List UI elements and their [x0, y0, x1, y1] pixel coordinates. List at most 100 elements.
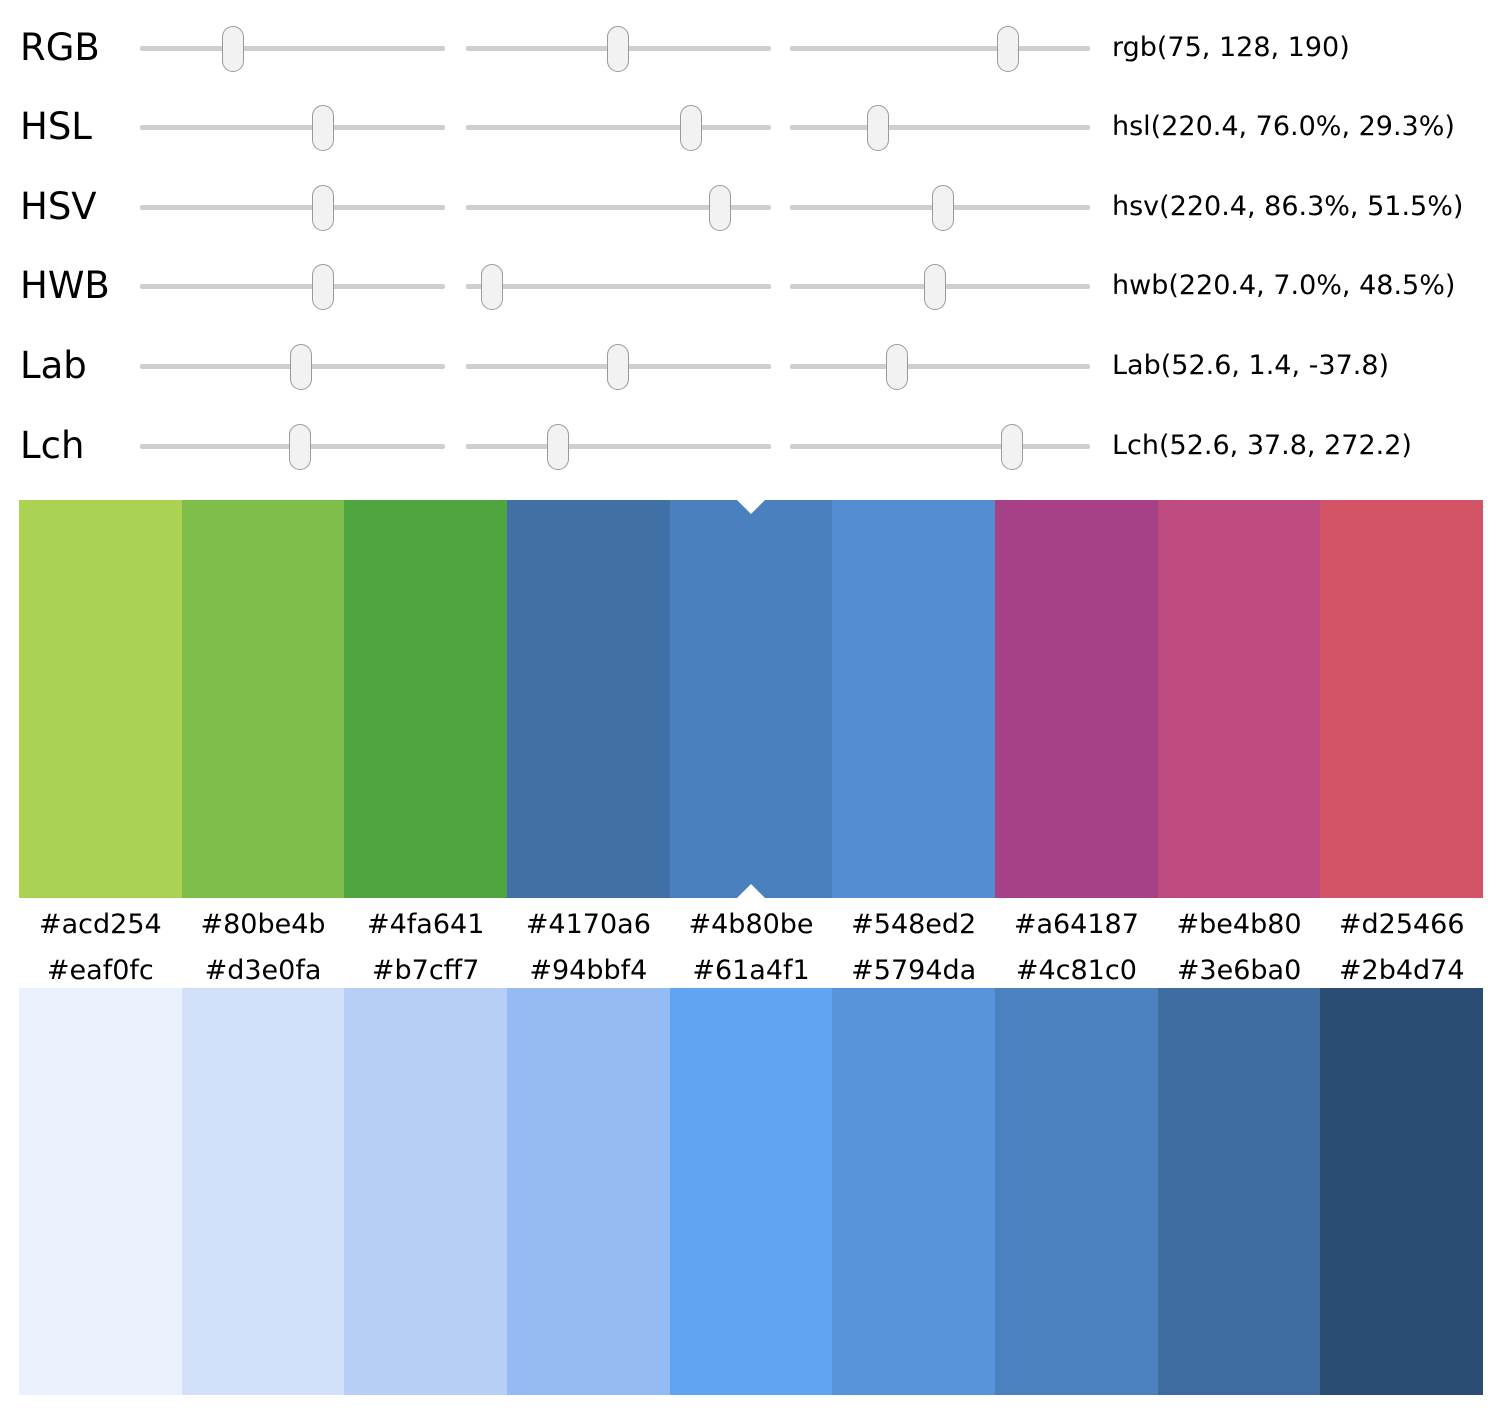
slider-track[interactable]	[140, 205, 445, 210]
slider-hsl-channel-2[interactable]	[466, 97, 771, 157]
palette-swatch[interactable]	[19, 500, 182, 898]
slider-lch-channel-2[interactable]	[466, 416, 771, 476]
slider-lab-channel-2[interactable]	[466, 336, 771, 396]
palette-swatch[interactable]	[995, 988, 1158, 1395]
hex-label: #3e6ba0	[1176, 955, 1302, 986]
palette-swatch[interactable]	[669, 500, 833, 898]
hex-label: #a64187	[1013, 909, 1139, 940]
slider-thumb[interactable]	[680, 105, 703, 151]
color-model-slider-panel: RGB rgb(75, 128, 190) HSL hsl(220.4, 76.0%,…	[0, 0, 1501, 490]
hex-labels-top: #acd254 #80be4b #4fa641 #4170a6 #4b80be #548e…	[19, 905, 1483, 945]
slider-track[interactable]	[466, 284, 771, 289]
palette-swatch[interactable]	[19, 988, 182, 1395]
palette-swatch[interactable]	[1320, 988, 1484, 1395]
selected-marker-top-icon	[737, 500, 766, 514]
selected-marker-bottom-icon	[737, 884, 766, 898]
slider-row-rgb: RGB rgb(75, 128, 190)	[0, 18, 1501, 78]
slider-thumb[interactable]	[290, 344, 313, 390]
color-value-text: hwb(220.4, 7.0%, 48.5%)	[1112, 270, 1456, 301]
slider-row-lch: Lch Lch(52.6, 37.8, 272.2)	[0, 416, 1501, 476]
slider-lch-channel-3[interactable]	[790, 416, 1090, 476]
hex-label: #5794da	[851, 955, 977, 986]
slider-track[interactable]	[790, 125, 1090, 130]
slider-hwb-channel-3[interactable]	[790, 256, 1090, 316]
hex-label: #acd254	[38, 909, 162, 940]
slider-hsl-channel-1[interactable]	[140, 97, 445, 157]
hex-labels-bottom: #eaf0fc #d3e0fa #b7cff7 #94bbf4 #61a4f1 #5794…	[19, 951, 1483, 991]
slider-track[interactable]	[466, 205, 771, 210]
slider-hwb-channel-2[interactable]	[466, 256, 771, 316]
color-value-text: Lab(52.6, 1.4, -37.8)	[1112, 350, 1390, 381]
slider-thumb[interactable]	[606, 344, 629, 390]
palette-swatch[interactable]	[1320, 500, 1484, 898]
slider-thumb[interactable]	[481, 264, 504, 310]
slider-track[interactable]	[790, 364, 1090, 369]
color-value-text: Lch(52.6, 37.8, 272.2)	[1112, 430, 1412, 461]
hex-label: #4c81c0	[1015, 955, 1137, 986]
slider-thumb[interactable]	[997, 26, 1020, 72]
hex-label: #61a4f1	[692, 955, 810, 986]
hex-label: #2b4d74	[1338, 955, 1465, 986]
slider-thumb[interactable]	[312, 264, 335, 310]
slider-thumb[interactable]	[923, 264, 946, 310]
palette-swatch[interactable]	[507, 500, 670, 898]
slider-hsv-channel-1[interactable]	[140, 177, 445, 237]
slider-row-label: Lab	[20, 344, 87, 387]
slider-row-label: Lch	[20, 424, 85, 467]
slider-rgb-channel-1[interactable]	[140, 18, 445, 78]
palette-swatch[interactable]	[1157, 500, 1321, 898]
hex-label: #4fa641	[366, 909, 485, 940]
slider-track[interactable]	[140, 46, 445, 51]
palette-swatch[interactable]	[344, 988, 508, 1395]
slider-row-label: HSL	[20, 105, 92, 148]
slider-hsv-channel-3[interactable]	[790, 177, 1090, 237]
palette-top-row	[19, 500, 1484, 898]
slider-row-label: HWB	[20, 264, 110, 307]
slider-thumb[interactable]	[709, 185, 732, 231]
slider-lab-channel-1[interactable]	[140, 336, 445, 396]
slider-thumb[interactable]	[312, 105, 335, 151]
slider-thumb[interactable]	[932, 185, 955, 231]
slider-row-lab: Lab Lab(52.6, 1.4, -37.8)	[0, 336, 1501, 396]
slider-thumb[interactable]	[1001, 424, 1023, 470]
slider-track[interactable]	[466, 444, 771, 449]
color-value-text: rgb(75, 128, 190)	[1112, 32, 1350, 63]
slider-thumb[interactable]	[886, 344, 909, 390]
slider-rgb-channel-2[interactable]	[466, 18, 771, 78]
palette-swatch[interactable]	[1157, 988, 1321, 1395]
slider-hwb-channel-1[interactable]	[140, 256, 445, 316]
slider-hsl-channel-3[interactable]	[790, 97, 1090, 157]
slider-thumb[interactable]	[312, 185, 335, 231]
palette-swatch[interactable]	[344, 500, 508, 898]
hex-label: #d3e0fa	[204, 955, 322, 986]
palette-swatch[interactable]	[995, 500, 1158, 898]
slider-thumb[interactable]	[222, 26, 245, 72]
slider-track[interactable]	[140, 284, 445, 289]
palette-swatch[interactable]	[832, 988, 996, 1395]
slider-rgb-channel-3[interactable]	[790, 18, 1090, 78]
slider-thumb[interactable]	[606, 26, 629, 72]
slider-track[interactable]	[140, 125, 445, 130]
hex-label: #eaf0fc	[46, 955, 154, 986]
slider-row-hwb: HWB hwb(220.4, 7.0%, 48.5%)	[0, 256, 1501, 316]
slider-thumb[interactable]	[546, 424, 569, 470]
palette-swatch[interactable]	[669, 988, 833, 1395]
hex-label: #b7cff7	[371, 955, 480, 986]
hex-label: #80be4b	[200, 909, 326, 940]
slider-thumb[interactable]	[289, 424, 312, 470]
slider-track[interactable]	[466, 125, 771, 130]
slider-row-label: HSV	[20, 185, 97, 228]
slider-lch-channel-1[interactable]	[140, 416, 445, 476]
palette-swatch[interactable]	[832, 500, 996, 898]
palette-bottom-row	[19, 988, 1484, 1395]
palette-swatch[interactable]	[181, 988, 345, 1395]
palette-swatch[interactable]	[507, 988, 670, 1395]
slider-lab-channel-3[interactable]	[790, 336, 1090, 396]
hex-label: #4b80be	[688, 909, 814, 940]
palette-swatch[interactable]	[181, 500, 345, 898]
slider-thumb[interactable]	[867, 105, 890, 151]
slider-hsv-channel-2[interactable]	[466, 177, 771, 237]
color-value-text: hsv(220.4, 86.3%, 51.5%)	[1112, 191, 1464, 222]
slider-track[interactable]	[790, 46, 1090, 51]
slider-track[interactable]	[790, 444, 1090, 449]
